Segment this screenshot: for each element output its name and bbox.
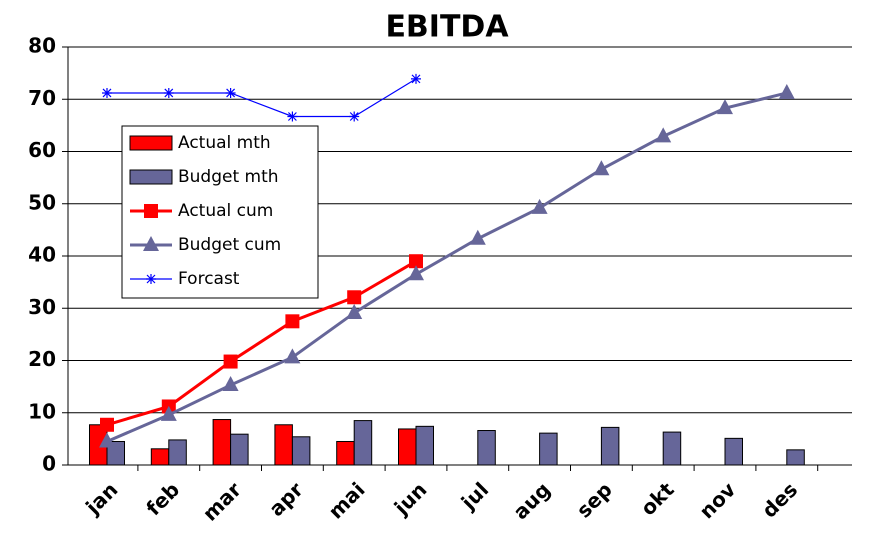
x-tick-label: mai [324, 477, 370, 523]
marker [284, 348, 301, 364]
y-tick-label: 60 [28, 138, 56, 162]
y-tick-label: 70 [28, 86, 56, 110]
bar [415, 425, 434, 466]
y-tick-label: 80 [28, 34, 56, 58]
marker [102, 87, 112, 98]
bar [212, 419, 232, 466]
y-tick-label: 50 [28, 190, 56, 214]
marker [593, 160, 610, 176]
marker [346, 303, 363, 319]
marker [347, 290, 362, 305]
y-tick-label: 20 [28, 347, 56, 371]
legend-label: Actual cum [178, 201, 273, 221]
marker [655, 127, 672, 143]
marker [146, 274, 156, 284]
bar [353, 420, 373, 466]
marker [409, 254, 423, 269]
x-tick-label: mar [198, 477, 246, 525]
marker [469, 229, 486, 245]
marker [100, 417, 114, 432]
y-tick-label: 40 [28, 243, 56, 267]
x-tick-label: sep [572, 477, 617, 522]
marker [223, 354, 238, 369]
legend-label: Actual mth [178, 133, 271, 153]
x-tick-label: jun [389, 477, 432, 520]
marker [408, 265, 424, 281]
marker [144, 204, 158, 218]
bar [336, 440, 355, 466]
x-tick-label: apr [264, 477, 308, 521]
y-tick-label: 0 [42, 452, 56, 476]
x-tick-label: okt [636, 477, 679, 520]
line-series [107, 78, 417, 118]
line-series [106, 259, 417, 427]
legend-swatch [129, 169, 173, 185]
x-tick-label: des [757, 477, 802, 522]
chart-title: EBITDA [385, 10, 509, 45]
marker [143, 236, 159, 251]
x-tick-label: jan [80, 477, 122, 519]
bar [786, 449, 805, 466]
bar [539, 432, 558, 466]
bar [724, 437, 743, 466]
legend-swatch [129, 135, 173, 151]
marker [287, 111, 298, 122]
x-tick-label: jul [456, 477, 493, 514]
marker [411, 73, 421, 84]
bar [150, 448, 170, 466]
legend: Actual mth Budget mth Actual cum Budget cum… [121, 125, 319, 299]
x-tick-label: nov [694, 477, 740, 523]
y-tick-label: 30 [28, 295, 56, 319]
bar [600, 426, 620, 466]
bar [168, 439, 187, 466]
marker [160, 405, 177, 421]
bar [230, 433, 249, 466]
y-tick-label: 10 [28, 399, 56, 423]
marker [349, 111, 360, 122]
line-series [106, 91, 788, 443]
marker [717, 99, 733, 115]
legend-label: Budget mth [178, 167, 279, 187]
x-tick-label: aug [508, 477, 555, 524]
bar [398, 428, 417, 466]
bar [477, 430, 496, 466]
bar [662, 431, 682, 466]
marker [225, 87, 236, 98]
bar [291, 436, 311, 466]
legend-label: Budget cum [178, 235, 281, 255]
marker [531, 198, 548, 214]
legend-label: Forcast [178, 269, 240, 289]
marker [285, 314, 300, 329]
marker [163, 87, 174, 98]
marker [222, 376, 239, 392]
marker [778, 83, 795, 99]
bar [274, 424, 293, 466]
x-tick-label: feb [141, 477, 184, 520]
marker [99, 432, 115, 448]
